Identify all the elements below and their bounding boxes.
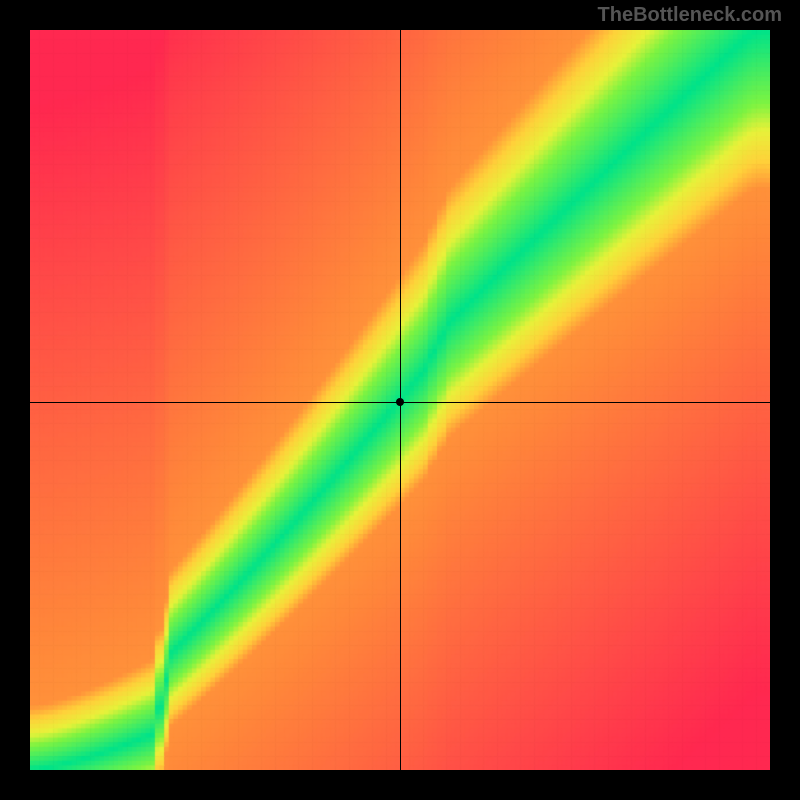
- plot-area: [30, 30, 770, 770]
- attribution-text: TheBottleneck.com: [598, 4, 782, 27]
- selection-marker[interactable]: [396, 398, 404, 406]
